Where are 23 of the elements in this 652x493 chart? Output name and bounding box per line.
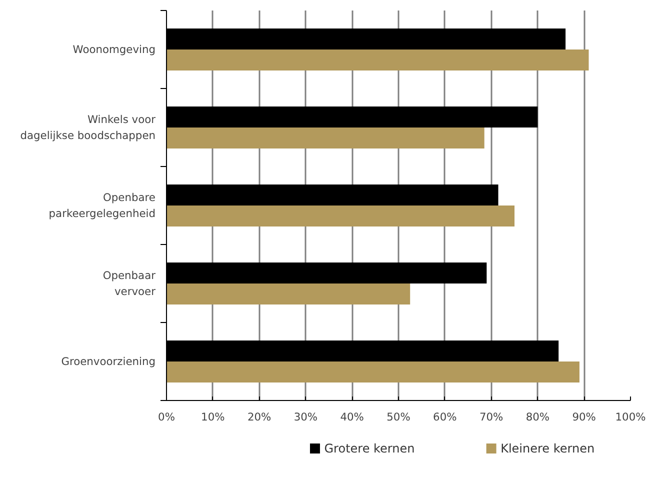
x-tick-label: 80% [526,410,550,424]
x-tick-label: 40% [340,410,364,424]
bar [166,50,589,71]
x-tick-label: 0% [158,410,175,424]
y-tick-label: Winkels voor dagelijkse boodschappen [20,113,156,142]
x-tick-label: 30% [294,410,318,424]
x-tick-label: 70% [479,410,504,424]
x-tick-label: 100% [615,410,646,424]
x-tick-label: 20% [247,410,272,424]
bar [166,284,410,305]
legend-label: Grotere kernen [324,442,415,456]
x-tick-label: 50% [386,410,410,424]
bar [166,128,484,149]
x-tick-label: 90% [572,410,596,424]
bar [166,206,514,227]
legend-label: Kleinere kernen [500,442,595,456]
x-tick-label: 10% [201,410,225,424]
y-tick-label: Woonomgeving [72,43,156,56]
y-tick-label: Openbare parkeergelegenheid [48,191,156,220]
y-tick-label: Groenvoorziening [61,355,156,368]
x-tick-label: 60% [433,410,457,424]
y-tick-label: Openbaar vervoer [102,269,156,298]
bar [166,362,580,383]
